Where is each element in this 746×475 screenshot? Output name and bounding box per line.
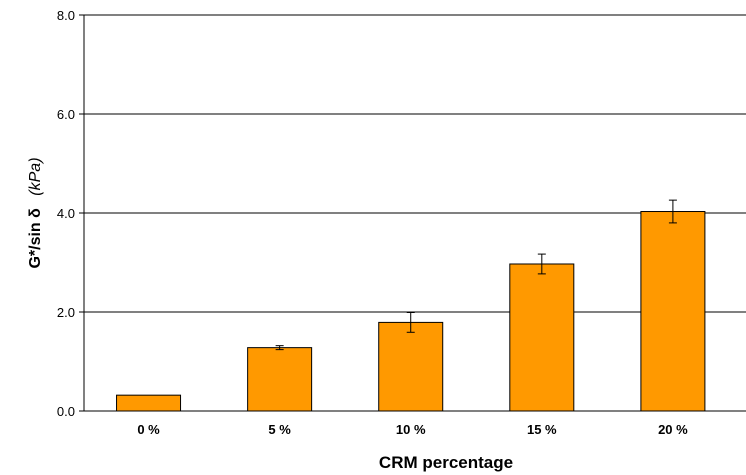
y-tick-label: 6.0: [57, 107, 75, 122]
x-tick-labels: 0 % 5 % 10 % 15 % 20 %: [137, 422, 688, 437]
bar: [509, 263, 575, 412]
x-tick-label: 20 %: [658, 422, 688, 437]
x-axis-title: CRM percentage: [379, 453, 513, 472]
y-axis-title-main: G*/sin δ: [27, 208, 44, 269]
x-tick-label: 10 %: [396, 422, 426, 437]
bars: [116, 199, 706, 412]
bar: [247, 347, 313, 412]
y-tick-label: 2.0: [57, 305, 75, 320]
y-tick-label: 0.0: [57, 404, 75, 419]
x-tick-label: 5 %: [268, 422, 291, 437]
gridlines: [84, 14, 746, 313]
bar: [378, 321, 444, 412]
y-tick-label: 8.0: [57, 8, 75, 23]
y-tick-labels: 0.0 2.0 4.0 6.0 8.0: [57, 8, 84, 419]
error-bar: [537, 253, 546, 275]
bar: [116, 394, 182, 412]
bar: [640, 211, 706, 412]
error-bar: [275, 345, 284, 351]
error-bar: [406, 311, 415, 333]
y-tick-label: 4.0: [57, 206, 75, 221]
y-axis-title-unit: (kPa): [27, 157, 44, 195]
error-bar: [668, 199, 677, 224]
y-axis-title: G*/sin δ (kPa): [27, 157, 44, 268]
x-tick-label: 0 %: [137, 422, 160, 437]
x-tick-label: 15 %: [527, 422, 557, 437]
